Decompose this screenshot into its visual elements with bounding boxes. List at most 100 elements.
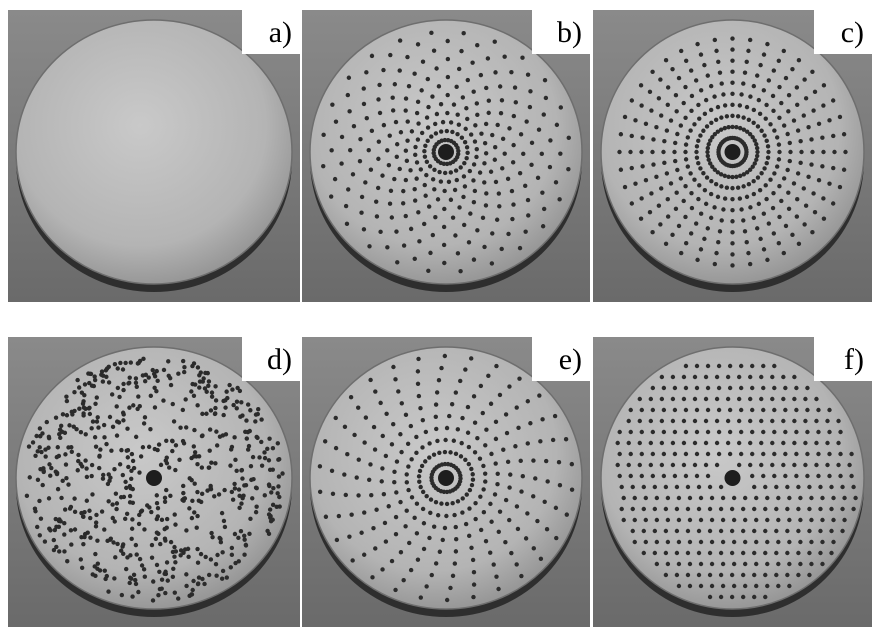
dot — [62, 521, 66, 525]
dot — [155, 501, 159, 505]
dot — [639, 196, 643, 200]
dot — [367, 244, 371, 248]
dot — [654, 125, 658, 129]
dot — [380, 479, 384, 483]
dot — [415, 531, 419, 535]
dot — [719, 573, 723, 577]
dot — [129, 576, 133, 580]
dot — [232, 435, 236, 439]
dot — [423, 154, 427, 158]
dot — [95, 419, 99, 423]
dot — [644, 540, 648, 544]
dot — [670, 67, 674, 71]
dot — [697, 183, 701, 187]
dot — [435, 439, 439, 443]
dot — [367, 478, 371, 482]
dot — [662, 474, 666, 478]
dot — [235, 400, 239, 404]
dot — [459, 49, 463, 53]
dot — [443, 526, 447, 530]
dot — [456, 149, 460, 153]
dot — [181, 491, 185, 495]
dot — [615, 441, 619, 445]
dot — [329, 194, 333, 198]
dot — [83, 407, 87, 411]
dot — [426, 125, 430, 129]
dot — [96, 415, 100, 419]
dot — [717, 408, 721, 412]
dot — [234, 469, 238, 473]
dot — [439, 129, 443, 133]
dot — [842, 132, 846, 136]
dot — [803, 441, 807, 445]
dot — [849, 452, 853, 456]
dot — [697, 529, 701, 533]
dot — [662, 430, 666, 434]
dot — [251, 455, 255, 459]
dot — [630, 201, 634, 205]
dot — [240, 476, 244, 480]
dot — [390, 559, 394, 563]
dot — [821, 103, 825, 107]
dot — [248, 408, 252, 412]
dot — [355, 475, 359, 479]
dot — [334, 446, 338, 450]
dot — [429, 31, 433, 35]
dot — [666, 103, 670, 107]
dot — [796, 128, 800, 132]
dot — [473, 517, 477, 521]
dot — [536, 176, 540, 180]
dot — [393, 82, 397, 86]
dot — [737, 441, 741, 445]
dot — [666, 197, 670, 201]
dot — [434, 66, 438, 70]
dot — [758, 237, 762, 241]
dot — [362, 227, 366, 231]
dot — [730, 114, 734, 118]
dot — [675, 485, 679, 489]
dot — [767, 221, 771, 225]
dot — [333, 177, 337, 181]
dot — [465, 492, 469, 496]
dot — [65, 413, 69, 417]
dot — [782, 49, 786, 53]
dot — [759, 171, 763, 175]
dot — [466, 431, 470, 435]
dot — [665, 128, 669, 132]
dot — [770, 441, 774, 445]
dot — [425, 139, 429, 143]
dot — [137, 522, 141, 526]
dot — [250, 496, 254, 500]
dot — [463, 458, 467, 462]
dot — [551, 438, 555, 442]
dot — [741, 551, 745, 555]
dot — [209, 461, 213, 465]
dot — [682, 397, 686, 401]
dot — [422, 149, 426, 153]
dot — [699, 496, 703, 500]
dot — [653, 507, 657, 511]
dot — [817, 178, 821, 182]
dot — [629, 408, 633, 412]
dot — [473, 420, 477, 424]
dot — [651, 162, 655, 166]
dot — [182, 370, 186, 374]
dot — [490, 133, 494, 137]
dot — [746, 49, 750, 53]
dot — [129, 477, 133, 481]
dot — [718, 229, 722, 233]
dot — [745, 240, 749, 244]
dot — [377, 139, 381, 143]
dot — [694, 150, 698, 154]
dot — [765, 139, 769, 143]
dot — [699, 247, 703, 251]
dot — [254, 510, 258, 514]
dot — [679, 176, 683, 180]
dot — [743, 562, 747, 566]
dot — [415, 160, 419, 164]
dot — [720, 81, 724, 85]
dot — [208, 448, 212, 452]
dot — [398, 68, 402, 72]
dot — [715, 397, 719, 401]
dot — [434, 415, 438, 419]
